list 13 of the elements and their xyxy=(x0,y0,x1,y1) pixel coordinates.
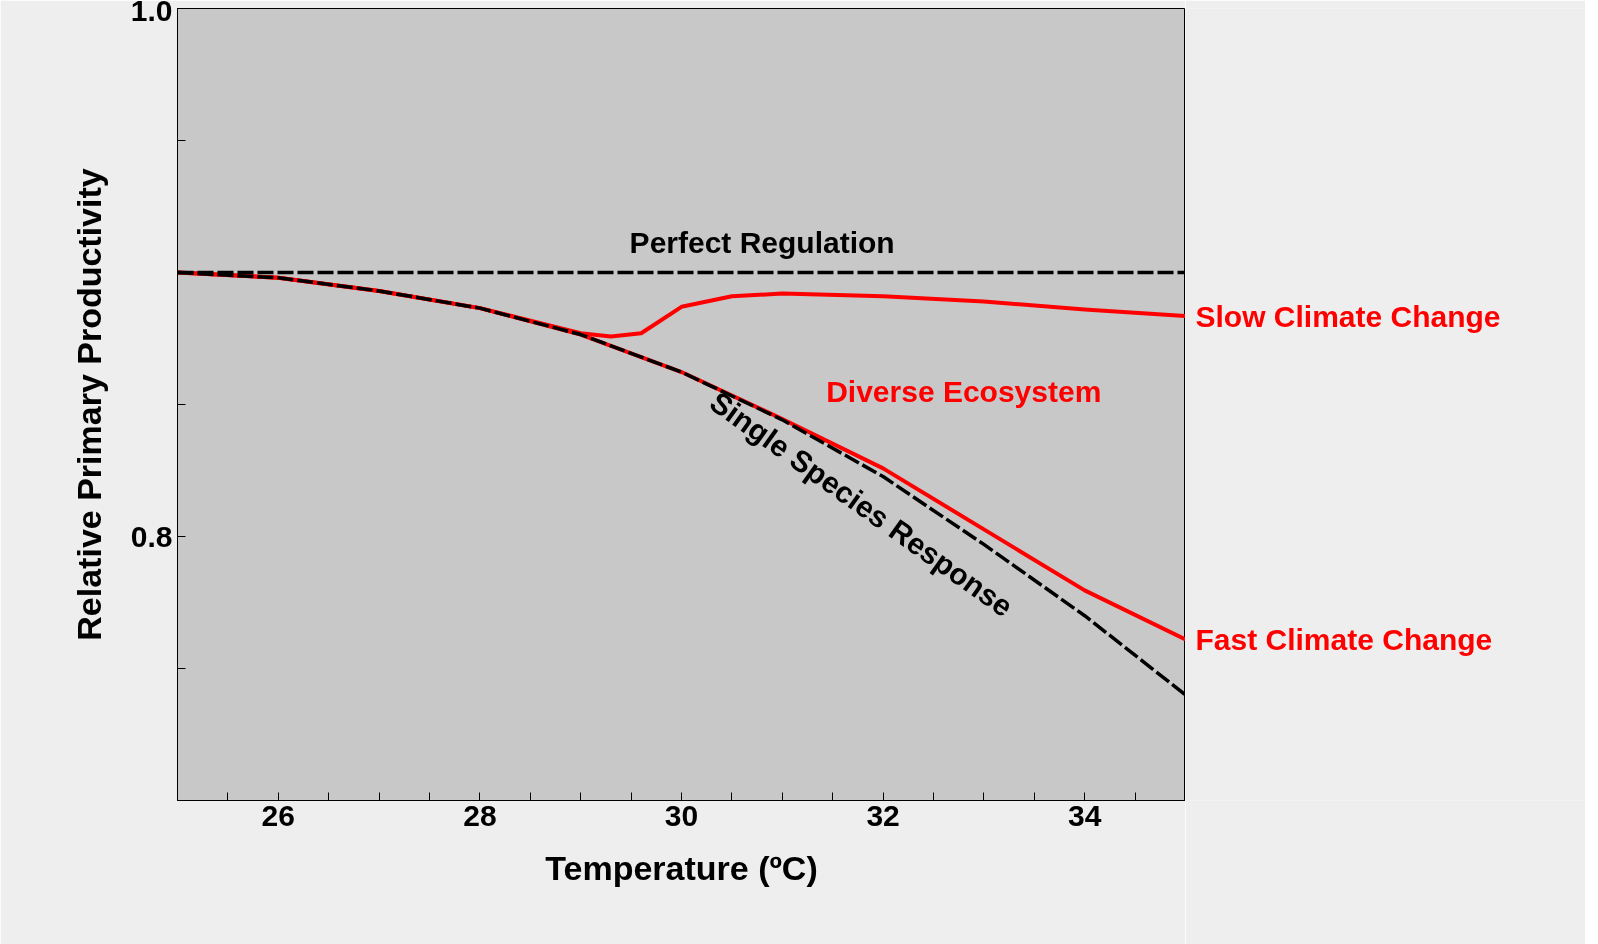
x-tick-label: 26 xyxy=(261,798,295,832)
x-axis-title: Temperature (ºC) xyxy=(545,848,818,887)
series-label: Fast Climate Change xyxy=(1195,622,1493,656)
series-label: Perfect Regulation xyxy=(629,225,895,259)
series-label: Slow Climate Change xyxy=(1195,299,1501,333)
y-tick-label: 1.0 xyxy=(130,0,173,27)
x-tick-label: 32 xyxy=(866,798,900,832)
annotation: Diverse Ecosystem xyxy=(826,374,1102,408)
x-tick-label: 30 xyxy=(664,798,699,832)
y-axis-title: Relative Primary Productivity xyxy=(69,168,108,641)
y-tick-label: 0.8 xyxy=(130,519,173,553)
x-tick-label: 34 xyxy=(1068,798,1102,832)
x-tick-label: 28 xyxy=(463,798,497,832)
